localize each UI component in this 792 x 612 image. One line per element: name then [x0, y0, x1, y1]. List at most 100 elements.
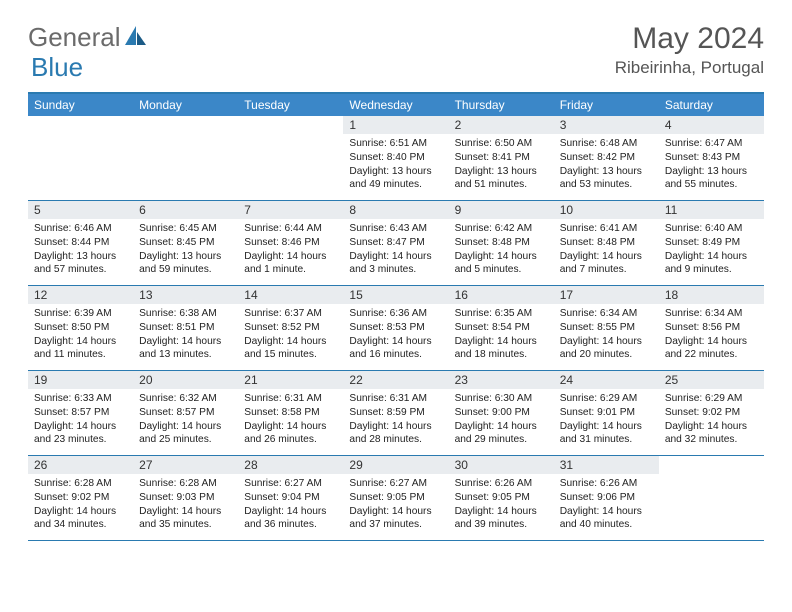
day-header: Sunday [28, 94, 133, 116]
day-number: 27 [133, 456, 238, 474]
cell-body: Sunrise: 6:34 AMSunset: 8:56 PMDaylight:… [659, 304, 764, 366]
sunrise-text: Sunrise: 6:42 AM [455, 222, 548, 236]
daylight-text: Daylight: 14 hours and 31 minutes. [560, 420, 653, 448]
day-number: 29 [343, 456, 448, 474]
calendar-cell: 18Sunrise: 6:34 AMSunset: 8:56 PMDayligh… [659, 286, 764, 370]
sunrise-text: Sunrise: 6:26 AM [455, 477, 548, 491]
day-number: 5 [28, 201, 133, 219]
title-block: May 2024 Ribeirinha, Portugal [615, 22, 764, 78]
daylight-text: Daylight: 14 hours and 29 minutes. [455, 420, 548, 448]
cell-body: Sunrise: 6:36 AMSunset: 8:53 PMDaylight:… [343, 304, 448, 366]
day-headers-row: SundayMondayTuesdayWednesdayThursdayFrid… [28, 94, 764, 116]
calendar-cell: 26Sunrise: 6:28 AMSunset: 9:02 PMDayligh… [28, 456, 133, 540]
sunset-text: Sunset: 8:51 PM [139, 321, 232, 335]
calendar-week: 19Sunrise: 6:33 AMSunset: 8:57 PMDayligh… [28, 371, 764, 456]
day-number: 16 [449, 286, 554, 304]
daylight-text: Daylight: 14 hours and 9 minutes. [665, 250, 758, 278]
sunset-text: Sunset: 9:04 PM [244, 491, 337, 505]
day-number: 23 [449, 371, 554, 389]
day-number: 2 [449, 116, 554, 134]
sunset-text: Sunset: 8:53 PM [349, 321, 442, 335]
sunset-text: Sunset: 8:59 PM [349, 406, 442, 420]
daylight-text: Daylight: 13 hours and 59 minutes. [139, 250, 232, 278]
daylight-text: Daylight: 14 hours and 36 minutes. [244, 505, 337, 533]
calendar-cell: 28Sunrise: 6:27 AMSunset: 9:04 PMDayligh… [238, 456, 343, 540]
calendar-cell: 15Sunrise: 6:36 AMSunset: 8:53 PMDayligh… [343, 286, 448, 370]
sunrise-text: Sunrise: 6:47 AM [665, 137, 758, 151]
brand-sail-icon [125, 26, 147, 49]
day-number: 11 [659, 201, 764, 219]
calendar-cell: 3Sunrise: 6:48 AMSunset: 8:42 PMDaylight… [554, 116, 659, 200]
sunrise-text: Sunrise: 6:31 AM [349, 392, 442, 406]
sunrise-text: Sunrise: 6:28 AM [139, 477, 232, 491]
calendar-cell: 4Sunrise: 6:47 AMSunset: 8:43 PMDaylight… [659, 116, 764, 200]
day-number: 15 [343, 286, 448, 304]
sunrise-text: Sunrise: 6:27 AM [349, 477, 442, 491]
sunrise-text: Sunrise: 6:32 AM [139, 392, 232, 406]
daylight-text: Daylight: 14 hours and 39 minutes. [455, 505, 548, 533]
daylight-text: Daylight: 14 hours and 18 minutes. [455, 335, 548, 363]
daylight-text: Daylight: 13 hours and 55 minutes. [665, 165, 758, 193]
sunset-text: Sunset: 9:05 PM [455, 491, 548, 505]
calendar-cell: 27Sunrise: 6:28 AMSunset: 9:03 PMDayligh… [133, 456, 238, 540]
calendar-week: 26Sunrise: 6:28 AMSunset: 9:02 PMDayligh… [28, 456, 764, 541]
daylight-text: Daylight: 14 hours and 3 minutes. [349, 250, 442, 278]
calendar-cell: 23Sunrise: 6:30 AMSunset: 9:00 PMDayligh… [449, 371, 554, 455]
sunrise-text: Sunrise: 6:40 AM [665, 222, 758, 236]
sunset-text: Sunset: 8:55 PM [560, 321, 653, 335]
calendar-cell: 19Sunrise: 6:33 AMSunset: 8:57 PMDayligh… [28, 371, 133, 455]
sunrise-text: Sunrise: 6:41 AM [560, 222, 653, 236]
sunrise-text: Sunrise: 6:27 AM [244, 477, 337, 491]
daylight-text: Daylight: 14 hours and 15 minutes. [244, 335, 337, 363]
daylight-text: Daylight: 14 hours and 25 minutes. [139, 420, 232, 448]
sunset-text: Sunset: 8:40 PM [349, 151, 442, 165]
calendar-cell: 31Sunrise: 6:26 AMSunset: 9:06 PMDayligh… [554, 456, 659, 540]
calendar-cell-empty [28, 116, 133, 200]
sunrise-text: Sunrise: 6:34 AM [560, 307, 653, 321]
day-header: Thursday [449, 94, 554, 116]
calendar-cell-empty [238, 116, 343, 200]
cell-body: Sunrise: 6:41 AMSunset: 8:48 PMDaylight:… [554, 219, 659, 281]
sunrise-text: Sunrise: 6:29 AM [560, 392, 653, 406]
cell-body: Sunrise: 6:28 AMSunset: 9:02 PMDaylight:… [28, 474, 133, 536]
cell-body: Sunrise: 6:39 AMSunset: 8:50 PMDaylight:… [28, 304, 133, 366]
calendar-cell: 14Sunrise: 6:37 AMSunset: 8:52 PMDayligh… [238, 286, 343, 370]
cell-body: Sunrise: 6:42 AMSunset: 8:48 PMDaylight:… [449, 219, 554, 281]
calendar-cell: 16Sunrise: 6:35 AMSunset: 8:54 PMDayligh… [449, 286, 554, 370]
calendar-cell: 24Sunrise: 6:29 AMSunset: 9:01 PMDayligh… [554, 371, 659, 455]
calendar-cell: 9Sunrise: 6:42 AMSunset: 8:48 PMDaylight… [449, 201, 554, 285]
day-number: 21 [238, 371, 343, 389]
sunrise-text: Sunrise: 6:50 AM [455, 137, 548, 151]
day-number: 30 [449, 456, 554, 474]
sunrise-text: Sunrise: 6:39 AM [34, 307, 127, 321]
sunrise-text: Sunrise: 6:29 AM [665, 392, 758, 406]
cell-body: Sunrise: 6:27 AMSunset: 9:04 PMDaylight:… [238, 474, 343, 536]
sunset-text: Sunset: 8:48 PM [560, 236, 653, 250]
sunrise-text: Sunrise: 6:36 AM [349, 307, 442, 321]
day-number: 18 [659, 286, 764, 304]
cell-body: Sunrise: 6:30 AMSunset: 9:00 PMDaylight:… [449, 389, 554, 451]
sunrise-text: Sunrise: 6:34 AM [665, 307, 758, 321]
calendar: SundayMondayTuesdayWednesdayThursdayFrid… [28, 92, 764, 541]
cell-body: Sunrise: 6:45 AMSunset: 8:45 PMDaylight:… [133, 219, 238, 281]
sunrise-text: Sunrise: 6:44 AM [244, 222, 337, 236]
sunset-text: Sunset: 9:02 PM [665, 406, 758, 420]
cell-body: Sunrise: 6:40 AMSunset: 8:49 PMDaylight:… [659, 219, 764, 281]
sunrise-text: Sunrise: 6:51 AM [349, 137, 442, 151]
daylight-text: Daylight: 14 hours and 32 minutes. [665, 420, 758, 448]
calendar-cell: 2Sunrise: 6:50 AMSunset: 8:41 PMDaylight… [449, 116, 554, 200]
sunset-text: Sunset: 8:49 PM [665, 236, 758, 250]
day-number: 19 [28, 371, 133, 389]
calendar-cell: 1Sunrise: 6:51 AMSunset: 8:40 PMDaylight… [343, 116, 448, 200]
cell-body: Sunrise: 6:26 AMSunset: 9:05 PMDaylight:… [449, 474, 554, 536]
day-header: Tuesday [238, 94, 343, 116]
brand-logo: General [28, 22, 149, 53]
sunrise-text: Sunrise: 6:35 AM [455, 307, 548, 321]
calendar-week: 5Sunrise: 6:46 AMSunset: 8:44 PMDaylight… [28, 201, 764, 286]
sunset-text: Sunset: 8:58 PM [244, 406, 337, 420]
day-number: 14 [238, 286, 343, 304]
brand-text-2: Blue [31, 52, 83, 82]
daylight-text: Daylight: 14 hours and 16 minutes. [349, 335, 442, 363]
sunrise-text: Sunrise: 6:48 AM [560, 137, 653, 151]
day-number: 31 [554, 456, 659, 474]
